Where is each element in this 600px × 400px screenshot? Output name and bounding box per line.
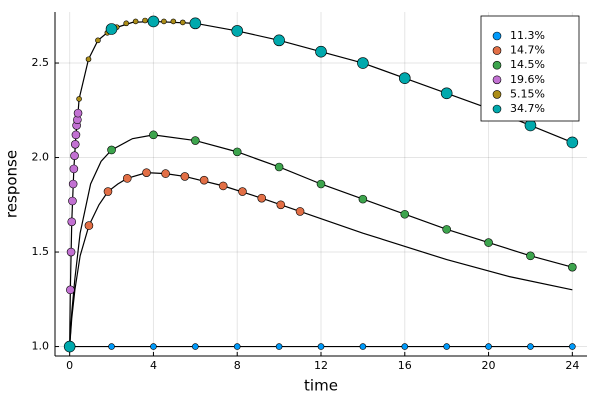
x-tick-label: 24 xyxy=(565,359,579,372)
point xyxy=(485,343,492,350)
y-tick-label: 2.5 xyxy=(32,56,50,69)
point xyxy=(95,37,101,44)
legend-label: 11.3% xyxy=(510,29,545,42)
point xyxy=(179,19,186,26)
point xyxy=(107,145,116,155)
legend-marker xyxy=(492,90,502,99)
point xyxy=(132,18,139,25)
legend-marker xyxy=(492,46,502,55)
point xyxy=(398,72,411,84)
point xyxy=(274,162,284,172)
point xyxy=(147,15,160,28)
legend-label: 14.5% xyxy=(510,58,545,71)
legend-label: 14.7% xyxy=(510,44,545,57)
point xyxy=(63,340,76,353)
point xyxy=(161,18,167,25)
point xyxy=(70,140,80,149)
point xyxy=(276,200,286,210)
point xyxy=(232,147,242,157)
point xyxy=(199,175,209,185)
legend-marker xyxy=(492,31,502,41)
legend-marker xyxy=(492,104,502,114)
x-tick-label: 20 xyxy=(482,359,496,372)
point xyxy=(68,179,78,189)
x-tick-label: 8 xyxy=(234,359,241,372)
point xyxy=(123,20,130,27)
legend-marker xyxy=(492,60,502,70)
point xyxy=(568,262,577,272)
point xyxy=(443,343,450,350)
point xyxy=(103,187,113,196)
point xyxy=(67,217,77,227)
point xyxy=(142,17,148,24)
point xyxy=(149,130,158,140)
point xyxy=(218,181,228,191)
point xyxy=(170,18,177,25)
point xyxy=(238,187,247,196)
legend-label: 34.7% xyxy=(510,102,545,115)
point xyxy=(273,34,285,47)
point xyxy=(85,56,92,63)
point xyxy=(66,285,75,295)
x-tick-label: 16 xyxy=(398,359,412,372)
y-tick-label: 2.0 xyxy=(32,151,50,164)
point xyxy=(275,343,283,350)
x-tick-label: 12 xyxy=(314,359,328,372)
point xyxy=(359,343,367,350)
point xyxy=(69,164,79,174)
point xyxy=(442,225,451,234)
point xyxy=(108,343,115,350)
x-tick-label: 4 xyxy=(150,359,157,372)
point xyxy=(180,172,190,181)
point xyxy=(357,57,369,69)
point xyxy=(569,343,576,350)
point xyxy=(68,196,77,206)
point xyxy=(295,207,305,216)
point xyxy=(316,179,326,189)
point xyxy=(76,96,82,102)
point xyxy=(66,247,76,257)
point xyxy=(527,343,534,350)
point xyxy=(257,193,267,203)
point xyxy=(401,343,409,350)
point xyxy=(105,23,118,35)
point xyxy=(400,209,410,219)
x-axis-label: time xyxy=(304,377,338,395)
y-axis-label: response xyxy=(3,150,21,218)
point xyxy=(484,238,493,247)
y-tick-label: 1.0 xyxy=(32,340,50,353)
point xyxy=(440,87,453,100)
point xyxy=(358,194,368,204)
point xyxy=(122,174,132,183)
y-tick-label: 1.5 xyxy=(32,245,50,258)
point xyxy=(233,343,241,350)
point xyxy=(70,151,79,160)
point xyxy=(84,221,94,230)
point xyxy=(161,169,170,178)
point xyxy=(150,343,157,350)
point xyxy=(317,343,325,350)
point xyxy=(73,108,83,118)
point xyxy=(189,17,202,30)
x-tick-label: 0 xyxy=(66,359,73,372)
point xyxy=(142,168,151,177)
point xyxy=(231,25,244,37)
legend-marker xyxy=(492,75,502,85)
legend-label: 19.6% xyxy=(510,73,545,86)
point xyxy=(566,136,579,149)
point xyxy=(71,130,81,140)
point xyxy=(315,45,327,58)
legend-label: 5.15% xyxy=(510,87,545,100)
point xyxy=(192,343,199,350)
point xyxy=(526,251,535,261)
point xyxy=(524,119,537,132)
point xyxy=(191,136,200,145)
